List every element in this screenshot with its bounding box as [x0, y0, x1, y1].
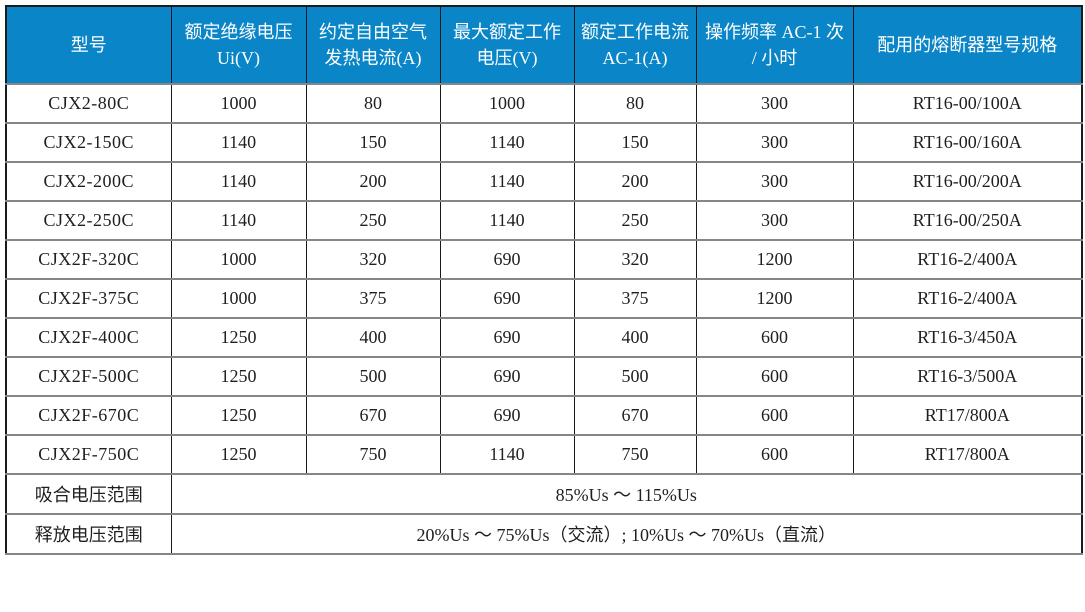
pickup-voltage-value: 85%Us ～ 115%Us	[171, 474, 1082, 515]
value-cell: RT16-00/100A	[853, 84, 1082, 124]
value-cell: 1250	[171, 396, 307, 436]
pickup-voltage-row: 吸合电压范围 85%Us ～ 115%Us	[6, 474, 1082, 515]
value-cell: RT16-2/400A	[853, 279, 1082, 319]
value-cell: 200	[574, 162, 697, 202]
model-cell: CJX2F-500C	[6, 357, 172, 397]
value-cell: 300	[696, 162, 854, 202]
value-cell: 1000	[171, 279, 307, 319]
table-row: CJX2-200C 1140 200 1140 200 300 RT16-00/…	[6, 162, 1082, 202]
model-cell: CJX2F-670C	[6, 396, 172, 436]
value-cell: 500	[574, 357, 697, 397]
value-cell: RT16-2/400A	[853, 240, 1082, 280]
value-cell: 690	[440, 279, 575, 319]
value-cell: 750	[574, 435, 697, 475]
header-cell-model: 型号	[6, 6, 172, 85]
value-cell: 600	[696, 357, 854, 397]
value-cell: 1250	[171, 435, 307, 475]
value-cell: 600	[696, 435, 854, 475]
value-cell: 1140	[440, 201, 575, 241]
value-cell: 150	[306, 123, 441, 163]
value-cell: 320	[574, 240, 697, 280]
value-cell: 1140	[171, 162, 307, 202]
release-voltage-row: 释放电压范围 20%Us ～ 75%Us（交流）; 10%Us ～ 70%Us（…	[6, 514, 1082, 555]
model-cell: CJX2F-320C	[6, 240, 172, 280]
table-body: CJX2-80C 1000 80 1000 80 300 RT16-00/100…	[6, 84, 1082, 475]
value-cell: 690	[440, 318, 575, 358]
header-cell-max-working-voltage: 最大额定工作电压(V)	[440, 6, 575, 85]
value-cell: 1250	[171, 357, 307, 397]
header-cell-fuse-spec: 配用的熔断器型号规格	[853, 6, 1082, 85]
value-cell: 690	[440, 240, 575, 280]
table-row: CJX2-80C 1000 80 1000 80 300 RT16-00/100…	[6, 84, 1082, 124]
contactor-spec-table: 型号 额定绝缘电压 Ui(V) 约定自由空气发热电流(A) 最大额定工作电压(V…	[5, 5, 1083, 555]
value-cell: 320	[306, 240, 441, 280]
value-cell: 1000	[440, 84, 575, 124]
value-cell: 400	[306, 318, 441, 358]
value-cell: 400	[574, 318, 697, 358]
table-row: CJX2F-320C 1000 320 690 320 1200 RT16-2/…	[6, 240, 1082, 280]
value-cell: 300	[696, 201, 854, 241]
value-cell: 1140	[440, 162, 575, 202]
value-cell: 1200	[696, 240, 854, 280]
pickup-voltage-label: 吸合电压范围	[6, 474, 172, 515]
value-cell: 300	[696, 84, 854, 124]
value-cell: 375	[306, 279, 441, 319]
value-cell: 250	[574, 201, 697, 241]
value-cell: 1140	[440, 435, 575, 475]
value-cell: 670	[574, 396, 697, 436]
model-cell: CJX2F-750C	[6, 435, 172, 475]
header-cell-operating-frequency: 操作频率 AC-1 次 / 小时	[696, 6, 854, 85]
value-cell: 1140	[171, 201, 307, 241]
table-row: CJX2F-750C 1250 750 1140 750 600 RT17/80…	[6, 435, 1082, 475]
value-cell: 250	[306, 201, 441, 241]
value-cell: RT17/800A	[853, 435, 1082, 475]
value-cell: 1140	[171, 123, 307, 163]
value-cell: 1250	[171, 318, 307, 358]
header-cell-free-air-thermal-current: 约定自由空气发热电流(A)	[306, 6, 441, 85]
value-cell: 80	[306, 84, 441, 124]
header-row: 型号 额定绝缘电压 Ui(V) 约定自由空气发热电流(A) 最大额定工作电压(V…	[6, 6, 1082, 85]
release-voltage-value: 20%Us ～ 75%Us（交流）; 10%Us ～ 70%Us（直流）	[171, 514, 1082, 555]
model-cell: CJX2-150C	[6, 123, 172, 163]
model-cell: CJX2F-400C	[6, 318, 172, 358]
value-cell: RT16-00/200A	[853, 162, 1082, 202]
table-row: CJX2F-400C 1250 400 690 400 600 RT16-3/4…	[6, 318, 1082, 358]
value-cell: 690	[440, 357, 575, 397]
table-row: CJX2F-500C 1250 500 690 500 600 RT16-3/5…	[6, 357, 1082, 397]
value-cell: 150	[574, 123, 697, 163]
value-cell: 500	[306, 357, 441, 397]
contactor-spec-table-container: 型号 额定绝缘电压 Ui(V) 约定自由空气发热电流(A) 最大额定工作电压(V…	[5, 5, 1083, 555]
table-row: CJX2F-375C 1000 375 690 375 1200 RT16-2/…	[6, 279, 1082, 319]
value-cell: 375	[574, 279, 697, 319]
value-cell: RT16-00/160A	[853, 123, 1082, 163]
table-row: CJX2-250C 1140 250 1140 250 300 RT16-00/…	[6, 201, 1082, 241]
value-cell: 750	[306, 435, 441, 475]
model-cell: CJX2-80C	[6, 84, 172, 124]
table-row: CJX2-150C 1140 150 1140 150 300 RT16-00/…	[6, 123, 1082, 163]
value-cell: 600	[696, 318, 854, 358]
table-footer: 吸合电压范围 85%Us ～ 115%Us 释放电压范围 20%Us ～ 75%…	[6, 474, 1082, 555]
value-cell: 1140	[440, 123, 575, 163]
table-row: CJX2F-670C 1250 670 690 670 600 RT17/800…	[6, 396, 1082, 436]
value-cell: 1200	[696, 279, 854, 319]
value-cell: RT17/800A	[853, 396, 1082, 436]
value-cell: 690	[440, 396, 575, 436]
value-cell: RT16-00/250A	[853, 201, 1082, 241]
value-cell: RT16-3/500A	[853, 357, 1082, 397]
model-cell: CJX2F-375C	[6, 279, 172, 319]
value-cell: 80	[574, 84, 697, 124]
header-cell-working-current: 额定工作电流 AC-1(A)	[574, 6, 697, 85]
table-header: 型号 额定绝缘电压 Ui(V) 约定自由空气发热电流(A) 最大额定工作电压(V…	[6, 6, 1082, 85]
model-cell: CJX2-250C	[6, 201, 172, 241]
value-cell: 200	[306, 162, 441, 202]
value-cell: 600	[696, 396, 854, 436]
release-voltage-label: 释放电压范围	[6, 514, 172, 555]
model-cell: CJX2-200C	[6, 162, 172, 202]
value-cell: 1000	[171, 84, 307, 124]
value-cell: 1000	[171, 240, 307, 280]
header-cell-insulation-voltage: 额定绝缘电压 Ui(V)	[171, 6, 307, 85]
value-cell: RT16-3/450A	[853, 318, 1082, 358]
value-cell: 300	[696, 123, 854, 163]
value-cell: 670	[306, 396, 441, 436]
